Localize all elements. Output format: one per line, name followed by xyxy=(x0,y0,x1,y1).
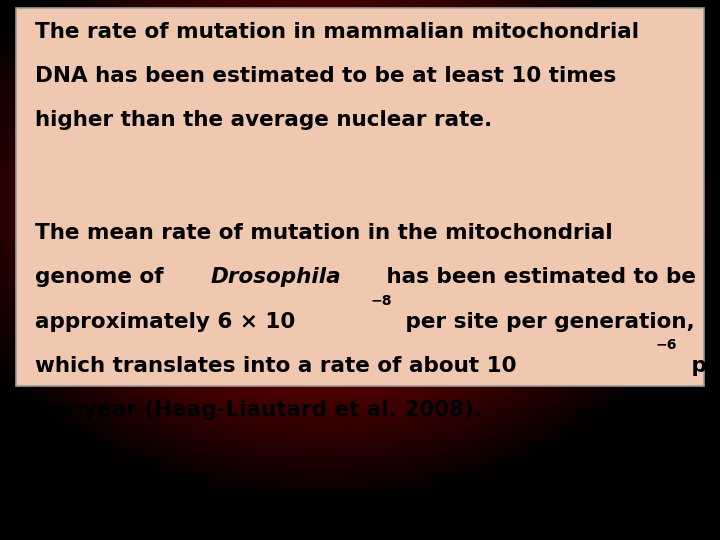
FancyBboxPatch shape xyxy=(16,8,704,386)
Text: genome of: genome of xyxy=(35,267,171,287)
Text: per site per generation,: per site per generation, xyxy=(398,312,695,332)
Text: approximately 6 × 10: approximately 6 × 10 xyxy=(35,312,294,332)
Text: DNA has been estimated to be at least 10 times: DNA has been estimated to be at least 10… xyxy=(35,66,616,86)
Text: The mean rate of mutation in the mitochondrial: The mean rate of mutation in the mitocho… xyxy=(35,223,612,243)
Text: −8: −8 xyxy=(370,294,392,308)
Text: per site: per site xyxy=(683,356,720,376)
Text: which translates into a rate of about 10: which translates into a rate of about 10 xyxy=(35,356,516,376)
Text: Drosophila: Drosophila xyxy=(210,267,341,287)
Text: per year (Haag-Liautard et al. 2008).: per year (Haag-Liautard et al. 2008). xyxy=(35,400,482,420)
Text: The rate of mutation in mammalian mitochondrial: The rate of mutation in mammalian mitoch… xyxy=(35,22,639,42)
Text: has been estimated to be: has been estimated to be xyxy=(379,267,696,287)
Text: −6: −6 xyxy=(656,338,678,352)
Text: higher than the average nuclear rate.: higher than the average nuclear rate. xyxy=(35,110,492,130)
